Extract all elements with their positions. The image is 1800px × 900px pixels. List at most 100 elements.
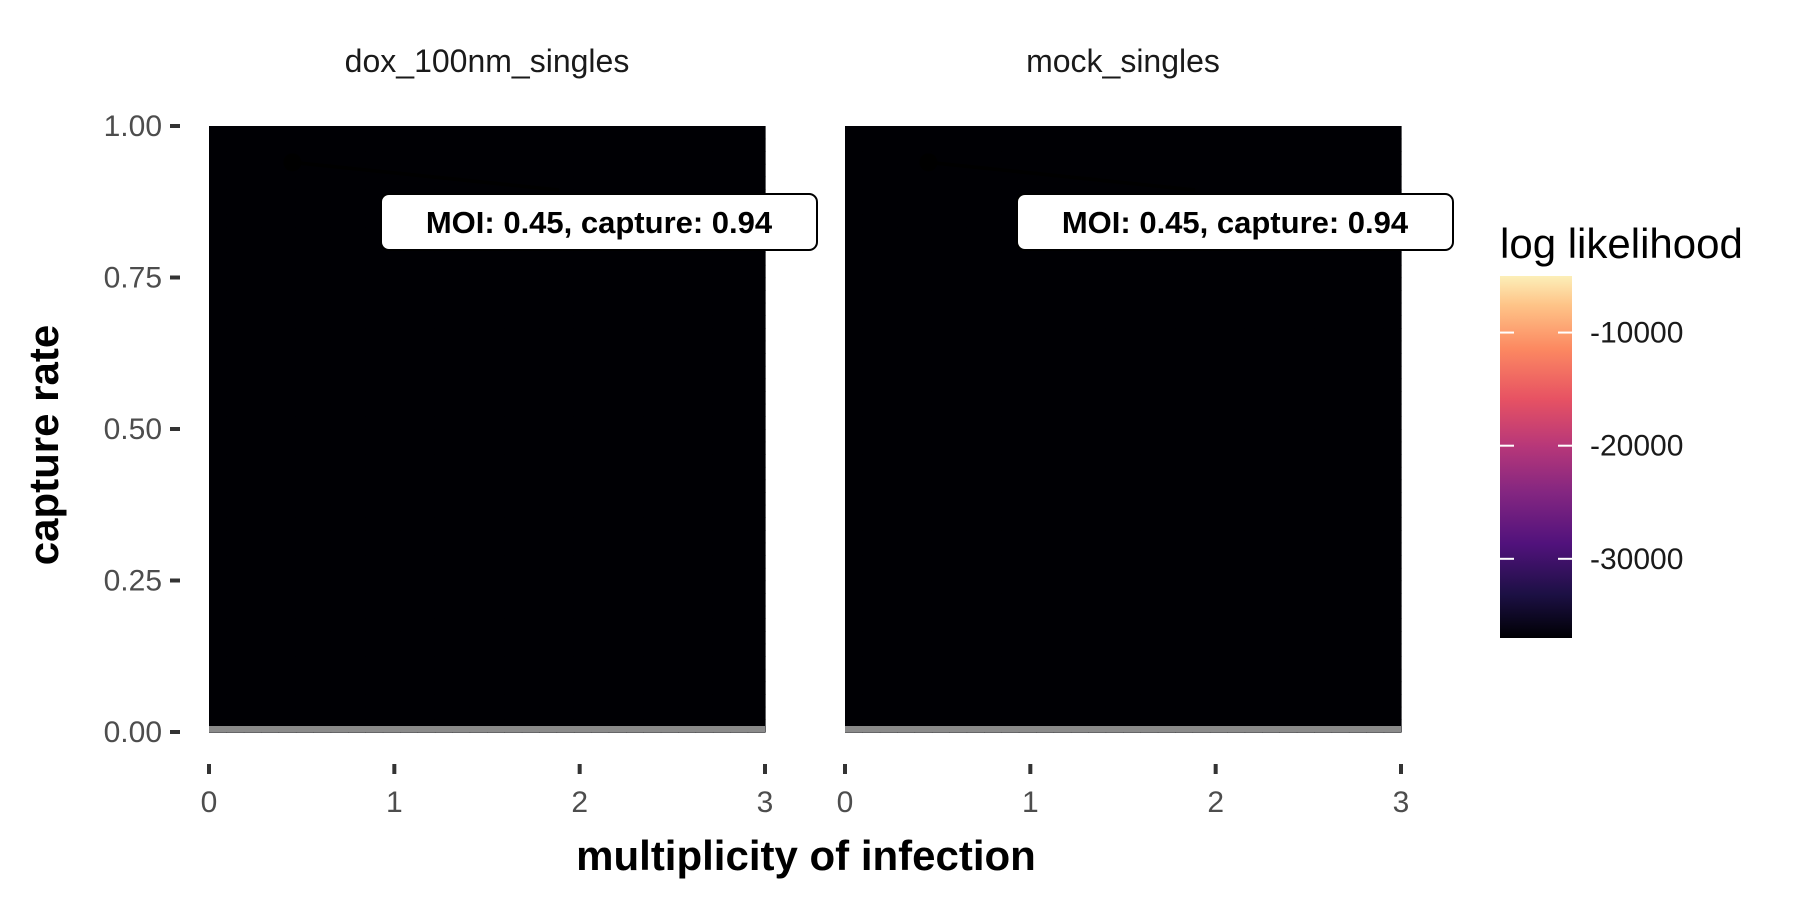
- heatmap-cell: [1018, 504, 1037, 518]
- heatmap-cell: [382, 277, 401, 291]
- heatmap-cell: [1383, 618, 1402, 632]
- heatmap-cell: [897, 429, 916, 443]
- heatmap-cell: [1383, 643, 1402, 657]
- heatmap-cell: [1070, 530, 1089, 544]
- heatmap-cell: [261, 479, 280, 493]
- heatmap-cell: [452, 517, 471, 531]
- heatmap-cell: [1175, 138, 1194, 152]
- heatmap-cell: [879, 239, 898, 253]
- heatmap-cell: [295, 605, 314, 619]
- heatmap-cell: [1175, 605, 1194, 619]
- heatmap-cell: [556, 618, 575, 632]
- heatmap-cell: [897, 618, 916, 632]
- heatmap-cell: [556, 365, 575, 380]
- heatmap-cell: [608, 631, 627, 645]
- heatmap-cell: [1366, 264, 1385, 279]
- heatmap-cell: [469, 492, 488, 506]
- heatmap-cell: [539, 706, 558, 720]
- heatmap-cell: [1244, 668, 1263, 683]
- heatmap-cell: [1209, 593, 1228, 607]
- heatmap-cell: [695, 416, 714, 430]
- heatmap-cell: [539, 252, 558, 266]
- heatmap-cell: [365, 567, 384, 582]
- heatmap-cell: [1348, 290, 1367, 304]
- heatmap-cell: [556, 555, 575, 569]
- heatmap-cell: [626, 328, 644, 342]
- heatmap-cell: [295, 176, 314, 190]
- heatmap-cell: [226, 656, 245, 670]
- heatmap-cell: [730, 567, 749, 582]
- heatmap-cell: [487, 555, 505, 569]
- heatmap-cell: [1314, 315, 1333, 329]
- heatmap-cell: [417, 429, 436, 443]
- heatmap-cell: [1314, 429, 1333, 443]
- heatmap-cell: [1053, 391, 1072, 405]
- heatmap-cell: [1348, 138, 1367, 152]
- heatmap-cell: [209, 302, 227, 316]
- heatmap-cell: [949, 416, 968, 430]
- heatmap-cell: [1018, 176, 1037, 190]
- heatmap-cell: [278, 694, 297, 708]
- heatmap-cell: [747, 391, 766, 405]
- heatmap-cell: [862, 264, 881, 279]
- heatmap-cell: [1123, 163, 1141, 178]
- heatmap-cell: [1070, 378, 1089, 392]
- heatmap-cell: [209, 429, 227, 443]
- heatmap-cell: [1244, 163, 1263, 178]
- heatmap-cell: [1157, 668, 1176, 683]
- y-tick-label: 0.00: [104, 716, 162, 749]
- heatmap-cell: [348, 492, 366, 506]
- heatmap-cell: [608, 618, 627, 632]
- heatmap-cell: [695, 580, 714, 594]
- heatmap-cell: [1192, 429, 1211, 443]
- heatmap-cell: [469, 593, 488, 607]
- heatmap-cell: [1314, 668, 1333, 683]
- heatmap-cell: [1366, 176, 1385, 190]
- heatmap-cell: [1314, 138, 1333, 152]
- heatmap-cell: [1175, 681, 1194, 695]
- heatmap-cell: [660, 176, 679, 190]
- heatmap-cell: [949, 353, 968, 367]
- heatmap-cell: [931, 631, 950, 645]
- heatmap-cell: [1105, 694, 1124, 708]
- heatmap-cell: [1348, 694, 1367, 708]
- heatmap-cell: [1036, 681, 1055, 695]
- heatmap-cell: [573, 429, 592, 443]
- heatmap-cell: [226, 391, 245, 405]
- heatmap-cell: [1314, 605, 1333, 619]
- heatmap-cell: [278, 555, 297, 569]
- heatmap-cell: [626, 416, 644, 430]
- heatmap-cell: [966, 593, 985, 607]
- heatmap-cell: [879, 227, 898, 241]
- heatmap-cell: [747, 454, 766, 468]
- heatmap-cell: [747, 681, 766, 695]
- heatmap-cell: [278, 264, 297, 279]
- heatmap-cell: [1036, 656, 1055, 670]
- heatmap-cell: [660, 530, 679, 544]
- heatmap-cell: [591, 403, 610, 417]
- heatmap-cell: [556, 668, 575, 683]
- heatmap-cell: [434, 429, 453, 443]
- heatmap-cell: [556, 277, 575, 291]
- heatmap-cell: [1070, 567, 1089, 582]
- heatmap-cell: [862, 365, 881, 380]
- heatmap-cell: [879, 214, 898, 228]
- heatmap-cell: [897, 214, 916, 228]
- heatmap-cell: [209, 631, 227, 645]
- heatmap-cell: [678, 365, 697, 380]
- heatmap-cell: [897, 290, 916, 304]
- heatmap-cell: [400, 656, 419, 670]
- heatmap-cell: [1175, 264, 1194, 279]
- heatmap-cell: [931, 277, 950, 291]
- heatmap-cell: [1262, 416, 1280, 430]
- heatmap-cell: [747, 340, 766, 354]
- heatmap-cell: [348, 227, 366, 241]
- heatmap-cell: [521, 605, 540, 619]
- heatmap-cell: [556, 416, 575, 430]
- heatmap-cell: [966, 227, 985, 241]
- heatmap-cell: [1314, 555, 1333, 569]
- heatmap-cell: [984, 542, 1002, 556]
- heatmap-cell: [660, 706, 679, 720]
- heatmap-cell: [712, 643, 731, 657]
- heatmap-cell: [1105, 530, 1124, 544]
